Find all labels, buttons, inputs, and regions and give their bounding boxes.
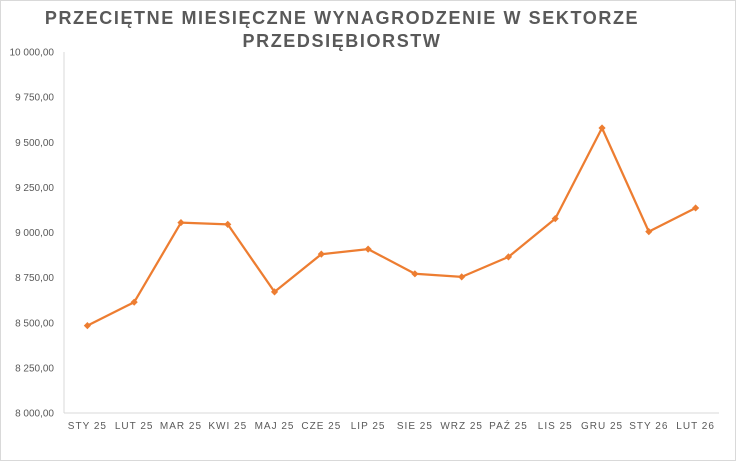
x-tick-label: GRU 25 [581,421,623,432]
data-point-marker [645,227,653,236]
x-tick-label: STY 26 [629,421,668,432]
x-tick-label: PAŹ 25 [489,419,528,432]
data-point-marker [130,298,138,306]
data-point-marker [598,124,606,132]
x-tick-label: STY 25 [68,421,107,432]
chart-title-line-2: PRZEDSIĘBIORSTW [242,31,441,51]
x-tick-label: SIE 25 [397,421,433,432]
x-tick-label: LUT 26 [676,421,715,432]
data-point-marker [177,218,185,227]
x-tick-label: MAR 25 [160,421,202,432]
y-tick-label: 8 250,00 [15,363,54,374]
data-point-marker [364,245,372,253]
chart-title-line-1: PRZECIĘTNE MIESIĘCZNE WYNAGRODZENIE W SE… [45,8,639,28]
series-line [86,126,697,327]
x-tick-label: LIP 25 [351,421,386,432]
data-point-marker [504,253,513,261]
y-tick-label: 9 250,00 [15,183,54,194]
data-point-marker [270,288,279,296]
data-point-marker [411,270,419,278]
series-group [83,124,700,330]
axes [63,52,719,414]
x-tick-label: LIS 25 [538,421,573,432]
y-tick-label: 8 500,00 [15,318,54,329]
x-tick-label: KWI 25 [208,421,247,432]
x-tick-label: CZE 25 [301,421,341,432]
x-tick-label: WRZ 25 [440,421,483,432]
data-point-marker [224,220,232,228]
x-tick-labels: STY 25 LUT 25 MAR 25 KWI 25 MAJ 25 CZE 25 LIP … [68,419,715,432]
x-tick-label: MAJ 25 [255,421,295,432]
y-tick-label: 8 750,00 [15,273,54,284]
y-tick-label: 10 000,00 [10,48,55,59]
y-tick-labels: 8 000,00 8 250,00 8 500,00 8 750,00 9 000,00… [10,48,55,420]
data-point-marker [317,250,325,258]
y-tick-label: 9 500,00 [15,138,54,149]
data-point-marker [551,215,559,223]
data-point-marker [458,273,466,281]
y-tick-label: 9 750,00 [15,93,54,104]
x-tick-label: LUT 25 [115,421,154,432]
y-tick-label: 8 000,00 [15,409,54,420]
data-point-marker [83,322,91,330]
y-tick-label: 9 000,00 [15,228,54,239]
data-point-marker [692,204,700,212]
